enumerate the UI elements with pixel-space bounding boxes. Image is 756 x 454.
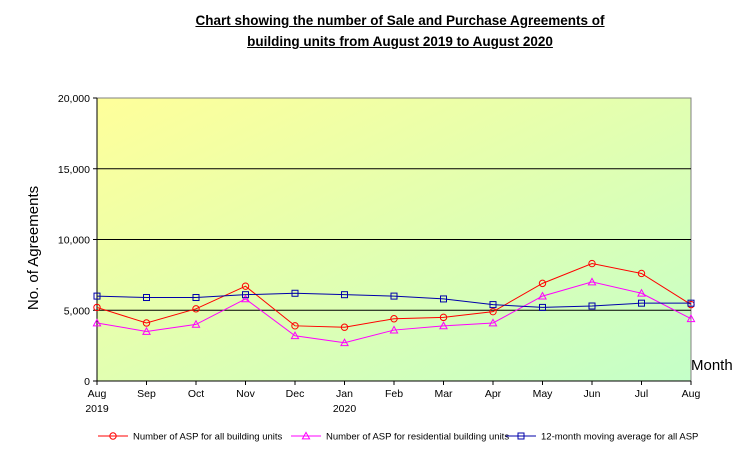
data-point	[340, 338, 349, 347]
legend-marker	[109, 432, 117, 440]
x-tick-label: Jun	[584, 388, 601, 400]
x-tick-label: Oct	[188, 388, 204, 400]
y-axis-title: No. of Agreements	[25, 186, 42, 310]
data-point	[290, 331, 300, 340]
series-3	[93, 289, 695, 311]
x-tick-label: Jul	[635, 388, 648, 400]
data-point	[439, 321, 448, 330]
data-point	[241, 282, 250, 290]
axes: 0 5,000 10,000 15,000 20,000 Aug 2019 Sep Oct Nov…	[58, 93, 701, 415]
data-point	[340, 323, 349, 331]
data-point	[538, 279, 547, 288]
data-point	[539, 303, 546, 311]
data-point	[390, 315, 398, 323]
series-line	[96, 281, 692, 344]
data-point	[143, 294, 150, 302]
data-point	[192, 294, 200, 302]
x-tick-label: May	[533, 388, 554, 400]
gridlines	[97, 168, 691, 311]
legend-label: 12-month moving average for all ASP	[541, 432, 698, 443]
data-point	[93, 303, 101, 312]
y-tick-label: 10,000	[58, 235, 90, 247]
y-tick-label: 0	[84, 376, 90, 388]
data-point	[538, 291, 547, 300]
x-tick-label: Aug	[88, 388, 107, 400]
x-tick-label: Dec	[286, 388, 305, 400]
data-point	[291, 322, 299, 330]
data-point	[341, 291, 348, 299]
series-2	[92, 277, 696, 347]
data-point	[142, 319, 151, 327]
data-point	[191, 319, 201, 328]
data-point	[488, 318, 498, 327]
data-point	[489, 307, 497, 316]
x-tick-label: Nov	[236, 388, 255, 400]
data-point	[142, 326, 151, 335]
chart-title-line-1: Chart showing the number of Sale and Pur…	[195, 13, 605, 28]
data-point	[588, 302, 596, 310]
x-tick-label: Sep	[137, 388, 156, 400]
data-point	[242, 291, 249, 299]
data-point	[638, 299, 645, 307]
legend-marker	[517, 432, 525, 440]
data-point	[93, 292, 101, 300]
y-tick-label: 15,000	[58, 164, 90, 176]
x-tick-label: Aug	[682, 388, 701, 400]
data-point	[687, 299, 695, 307]
legend: Number of ASP for all building units Numb…	[98, 431, 698, 443]
legend-item: Number of ASP for all building units	[98, 432, 283, 443]
x-tick-label: Apr	[485, 388, 502, 400]
x-tick-year-label: 2019	[85, 403, 109, 415]
data-point	[390, 292, 398, 300]
y-tick-label: 5,000	[64, 305, 90, 317]
chart-title-line-2: building units from August 2019 to Augus…	[247, 34, 553, 49]
x-tick-label: Feb	[385, 388, 403, 400]
series-group	[92, 259, 696, 347]
series-1	[93, 259, 695, 331]
x-tick-label: Mar	[434, 388, 453, 400]
legend-label: Number of ASP for residential building u…	[326, 432, 509, 443]
legend-item: Number of ASP for residential building u…	[291, 431, 509, 443]
series-line	[96, 292, 691, 308]
x-tick-label: Jan	[336, 388, 353, 400]
y-tick-label: 20,000	[58, 93, 90, 105]
data-point	[389, 325, 399, 334]
data-point	[439, 313, 448, 322]
legend-item: 12-month moving average for all ASP	[506, 432, 698, 443]
data-point	[637, 288, 646, 297]
data-point	[92, 318, 102, 327]
legend-marker	[301, 431, 311, 440]
x-axis-title: Month	[691, 357, 733, 374]
data-point	[686, 314, 696, 323]
data-point	[440, 295, 447, 303]
data-point	[241, 294, 250, 303]
x-tick-year-label: 2020	[333, 403, 357, 415]
data-point	[489, 301, 497, 309]
chart-title: Chart showing the number of Sale and Pur…	[0, 10, 756, 52]
data-point	[587, 277, 597, 286]
series-line	[96, 263, 692, 328]
data-point	[588, 259, 596, 268]
data-point	[192, 305, 200, 313]
data-point	[637, 269, 646, 278]
data-point	[291, 289, 299, 297]
legend-label: Number of ASP for all building units	[133, 432, 283, 443]
